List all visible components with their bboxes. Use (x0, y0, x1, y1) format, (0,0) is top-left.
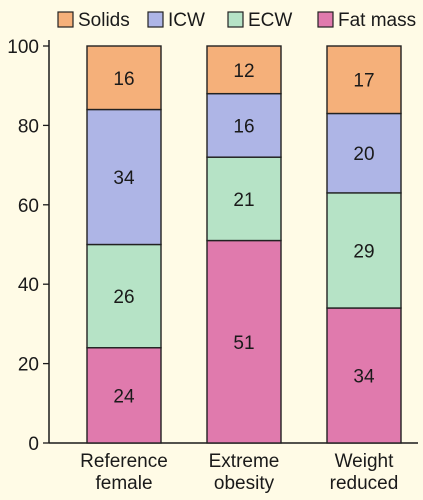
data-label: 12 (233, 61, 254, 82)
legend: Solids ICW ECW Fat mass (57, 10, 416, 31)
bar-segment-icw (206, 92, 282, 158)
y-tick-label: 0 (28, 434, 39, 455)
y-tick-label: 20 (18, 355, 39, 376)
x-tick-label: Weight reduced (330, 451, 399, 494)
data-label: 24 (113, 386, 135, 407)
legend-swatch-solids (57, 11, 74, 28)
bar-segment-icw (86, 108, 162, 246)
data-label: 34 (353, 367, 375, 388)
x-tick-label: Reference female (80, 451, 168, 494)
category-labels: Reference female Extreme obesity Weight reduc… (80, 451, 398, 494)
legend-label-ecw: ECW (248, 10, 292, 31)
y-tick-label: 80 (18, 116, 39, 137)
y-tick-label: 100 (7, 37, 39, 58)
bar-segment-ecw (326, 192, 402, 309)
legend-swatch-ecw (227, 11, 244, 28)
data-label: 34 (113, 168, 135, 189)
bar-segment-ecw (86, 243, 162, 349)
bar-segment-icw (326, 112, 402, 194)
legend-label-solids: Solids (78, 10, 130, 31)
legend-label-fat-mass: Fat mass (338, 10, 416, 31)
bar-segment-ecw (206, 156, 282, 242)
legend-swatch-icw (147, 11, 164, 28)
data-label: 29 (353, 241, 374, 262)
data-label: 17 (353, 71, 374, 92)
y-tick-label: 60 (18, 196, 39, 217)
bar-segment-solids (326, 45, 402, 115)
y-tick-label: 40 (18, 275, 39, 296)
bar-segment-solids (86, 45, 162, 111)
bar-segment-solids (206, 45, 282, 95)
bars: 24 26 34 16 51 21 16 12 34 29 20 17 (86, 45, 402, 444)
data-label: 21 (233, 190, 254, 211)
data-label: 20 (353, 144, 374, 165)
data-label: 16 (113, 69, 134, 90)
data-label: 16 (233, 116, 254, 137)
legend-swatch-fat-mass (317, 11, 334, 28)
legend-label-icw: ICW (168, 10, 205, 31)
bar-segment-fat-mass (326, 307, 402, 444)
data-label: 26 (113, 287, 134, 308)
x-tick-label: Extreme obesity (209, 451, 280, 494)
axes: 0 20 40 60 80 100 (7, 37, 418, 455)
bar-segment-fat-mass (86, 347, 162, 444)
data-label: 51 (233, 333, 254, 354)
